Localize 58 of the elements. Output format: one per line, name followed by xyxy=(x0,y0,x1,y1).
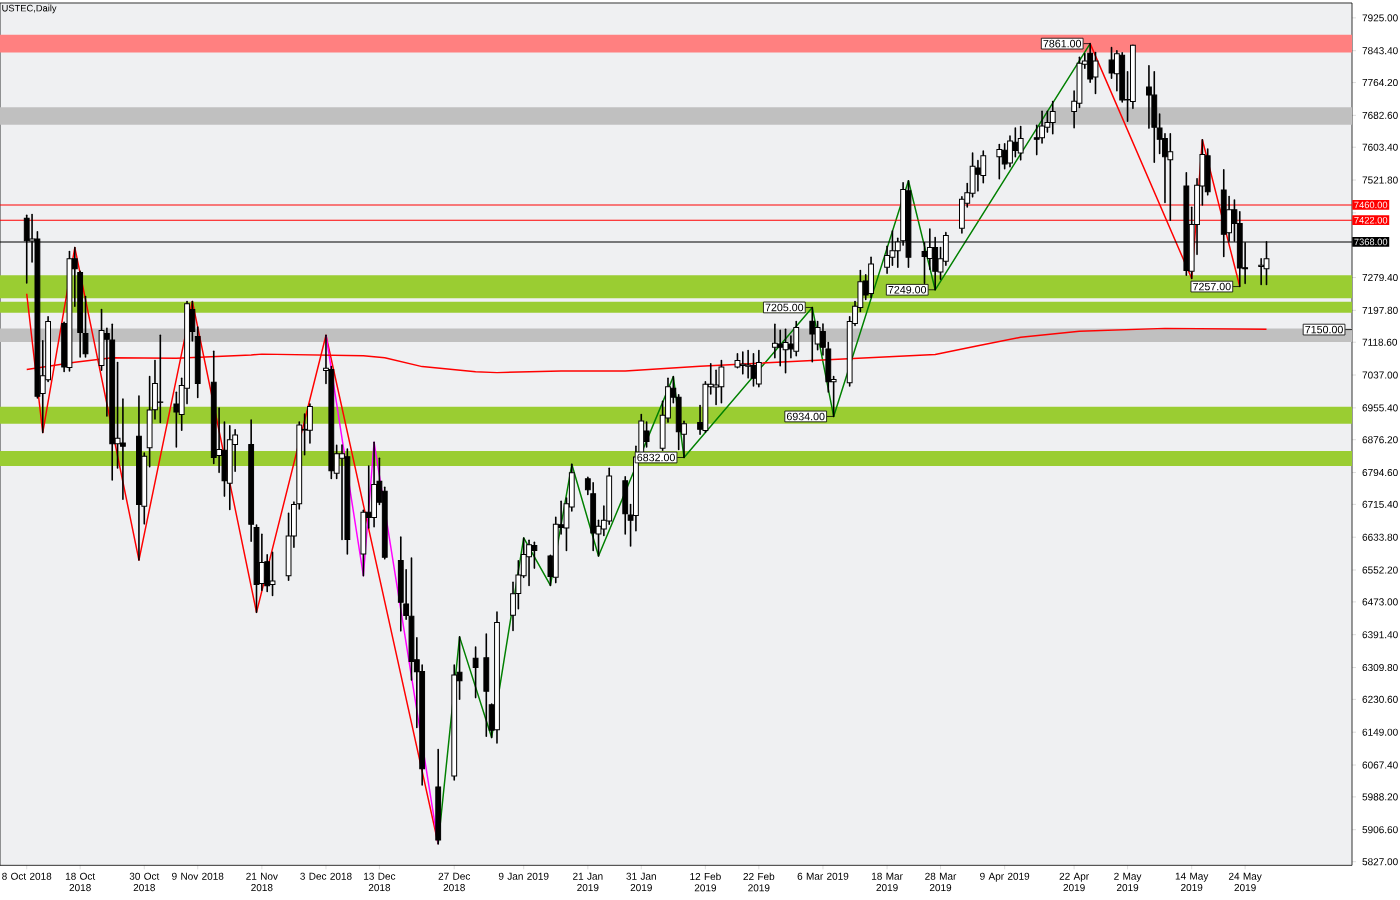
x-tick-label: 28 Mar 2019 xyxy=(925,872,957,892)
ref-line-label: 7368.00 xyxy=(1354,238,1388,246)
x-tick-label: 18 Oct 2018 xyxy=(65,872,96,892)
annotation: 7861.00 xyxy=(1043,39,1082,48)
y-tick-label: 6149.00 xyxy=(1362,728,1398,736)
y-tick-label: 6067.40 xyxy=(1362,761,1398,769)
y-tick-label: 6633.80 xyxy=(1362,533,1398,541)
x-tick-label: 31 Jan 2019 xyxy=(626,872,656,892)
y-tick-label: 7843.40 xyxy=(1362,47,1398,55)
x-tick-label: 2 May 2019 xyxy=(1114,872,1142,892)
x-tick-label: 24 May 2019 xyxy=(1228,872,1262,892)
y-tick-label: 7279.40 xyxy=(1362,274,1398,282)
candlestick xyxy=(472,646,479,699)
annotation: 7257.00 xyxy=(1193,282,1231,291)
x-tick-label: 6 Mar 2019 xyxy=(797,872,849,880)
x-tick-label: 30 Oct 2018 xyxy=(129,872,160,892)
y-tick-label: 6552.20 xyxy=(1362,566,1398,574)
ref-line-label: 7422.00 xyxy=(1354,216,1388,224)
x-tick-label: 21 Jan 2019 xyxy=(573,872,603,892)
x-tick-label: 21 Nov 2018 xyxy=(246,872,278,892)
y-tick-label: 6309.80 xyxy=(1362,663,1398,672)
x-tick-label: 22 Feb 2019 xyxy=(743,872,775,892)
annotation: 7205.00 xyxy=(765,303,804,312)
y-tick-label: 6473.00 xyxy=(1362,598,1398,606)
y-tick-label: 7118.60 xyxy=(1362,338,1398,346)
chart-title: USTEC,Daily xyxy=(2,4,57,14)
y-tick-label: 6876.20 xyxy=(1362,436,1398,444)
y-tick-label: 6794.60 xyxy=(1362,468,1398,477)
y-tick-label: 7925.00 xyxy=(1362,14,1398,22)
ref-line-label: 7460.00 xyxy=(1354,201,1388,209)
x-tick-label: 8 Oct 2018 xyxy=(2,872,52,880)
y-tick-label: 7037.00 xyxy=(1362,371,1398,379)
y-tick-label: 5827.00 xyxy=(1362,858,1398,866)
annotation: 7150.00 xyxy=(1305,325,1343,334)
y-tick-label: 6715.40 xyxy=(1362,500,1398,508)
y-tick-label: 7764.20 xyxy=(1362,79,1398,87)
x-tick-label: 12 Feb 2019 xyxy=(690,872,721,892)
x-tick-label: 9 Nov 2018 xyxy=(172,872,224,880)
x-tick-label: 13 Dec 2018 xyxy=(364,872,396,892)
annotation: 7249.00 xyxy=(888,286,927,294)
y-tick-label: 7197.80 xyxy=(1362,306,1398,314)
x-tick-label: 18 Mar 2019 xyxy=(872,872,903,892)
y-tick-label: 5988.20 xyxy=(1362,793,1398,801)
x-tick-label: 14 May 2019 xyxy=(1175,872,1209,892)
y-tick-label: 7682.60 xyxy=(1362,111,1398,119)
y-tick-label: 6955.40 xyxy=(1362,404,1398,412)
annotation: 6934.00 xyxy=(786,412,825,421)
y-tick-label: 7603.40 xyxy=(1362,143,1398,151)
y-tick-label: 6230.60 xyxy=(1362,695,1398,703)
x-tick-label: 9 Jan 2019 xyxy=(498,872,549,880)
annotation: 6832.00 xyxy=(637,453,675,462)
x-tick-label: 27 Dec 2018 xyxy=(438,872,471,892)
x-tick-label: 3 Dec 2018 xyxy=(300,872,352,880)
y-tick-label: 5906.60 xyxy=(1362,826,1398,834)
x-tick-label: 9 Apr 2019 xyxy=(980,872,1030,882)
y-tick-label: 7521.80 xyxy=(1362,176,1398,184)
x-tick-label: 22 Apr 2019 xyxy=(1059,872,1089,892)
y-tick-label: 6391.40 xyxy=(1362,631,1398,639)
